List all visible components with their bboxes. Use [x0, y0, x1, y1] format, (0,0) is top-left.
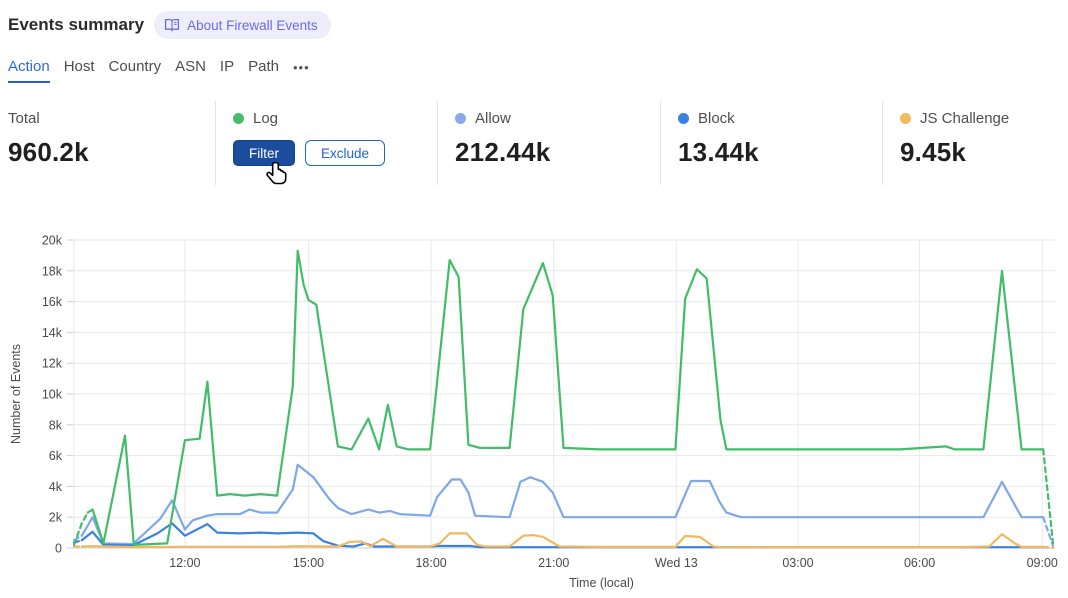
stat-value-allow: 212.44k	[455, 137, 551, 167]
stat-label: Total	[8, 109, 40, 127]
y-tick-label: 6k	[49, 449, 63, 463]
stat-label: Allow	[475, 109, 511, 127]
js-challenge-series-dot	[900, 112, 911, 124]
allow-line-tail-dashed	[1042, 516, 1055, 547]
y-tick-label: 10k	[42, 388, 63, 402]
x-tick-label: 15:00	[293, 556, 324, 570]
more-tabs-ellipsis-icon[interactable]: •••	[292, 60, 310, 75]
stat-card-js-challenge: JS Challenge 9.45k	[882, 101, 1068, 185]
y-tick-label: 0	[55, 542, 62, 556]
stats-row: Total 960.2k Log Filter Exclude Allow 21…	[0, 101, 1068, 185]
stat-card-allow: Allow 212.44k	[437, 101, 660, 185]
x-axis-title: Time (local)	[569, 576, 634, 590]
allow-line	[80, 463, 1045, 546]
tab-country[interactable]: Country	[108, 58, 162, 75]
chart-canvas[interactable]: 0 2k 4k 6k 8k 10k 12k 14k 16k 18k 20k 12:00 15:00 18:…	[0, 225, 1068, 598]
y-tick-label: 12k	[42, 357, 63, 371]
tab-host[interactable]: Host	[63, 58, 95, 75]
js-challenge-line	[80, 532, 1045, 549]
x-tick-label: 21:00	[538, 556, 569, 570]
filter-button[interactable]: Filter	[233, 140, 295, 166]
about-firewall-events-badge[interactable]: About Firewall Events	[154, 11, 331, 39]
x-tick-label: 09:00	[1027, 556, 1058, 570]
stat-card-block: Block 13.44k	[660, 101, 882, 185]
stat-card-log: Log Filter Exclude	[215, 101, 437, 185]
stat-value-block: 13.44k	[678, 137, 759, 167]
y-tick-label: 14k	[42, 326, 63, 340]
exclude-button[interactable]: Exclude	[305, 140, 386, 166]
y-tick-label: 4k	[49, 480, 63, 494]
x-tick-label: 06:00	[904, 556, 935, 570]
stat-value-total: 960.2k	[8, 137, 89, 167]
block-line	[80, 522, 1045, 549]
log-line-tail-dashed	[1042, 448, 1055, 545]
stat-label: Block	[698, 109, 735, 127]
y-tick-label: 20k	[42, 234, 63, 248]
open-book-icon	[165, 18, 180, 32]
allow-series-dot	[455, 112, 466, 124]
x-tick-label: 18:00	[415, 556, 446, 570]
tab-action[interactable]: Action	[8, 58, 50, 83]
tab-path[interactable]: Path	[248, 58, 279, 75]
x-tick-label: 12:00	[169, 556, 200, 570]
tab-ip[interactable]: IP	[219, 58, 235, 75]
log-series-dot	[233, 112, 244, 124]
y-tick-label: 16k	[42, 295, 63, 309]
events-time-series-chart: 0 2k 4k 6k 8k 10k 12k 14k 16k 18k 20k 12:00 15:00 18:…	[0, 225, 1068, 598]
log-line	[86, 249, 1045, 546]
stat-value-js-challenge: 9.45k	[900, 137, 967, 167]
x-tick-label: Wed 13	[655, 556, 698, 570]
block-series-dot	[678, 112, 689, 124]
tab-asn[interactable]: ASN	[175, 58, 206, 75]
stat-card-total: Total 960.2k	[0, 101, 215, 185]
y-axis-title: Number of Events	[9, 344, 23, 444]
header: Events summary About Firewall Events	[8, 11, 331, 39]
log-line-lead-dashed	[72, 511, 89, 546]
y-tick-label: 8k	[49, 418, 63, 432]
page-title: Events summary	[8, 15, 145, 34]
x-tick-label: 03:00	[782, 556, 813, 570]
js-challenge-line-tail-dashed	[1042, 545, 1055, 549]
badge-label: About Firewall Events	[187, 17, 318, 33]
y-tick-label: 18k	[42, 264, 63, 278]
group-by-tabs: Action Host Country ASN IP Path •••	[8, 58, 310, 83]
stat-label: Log	[253, 109, 279, 127]
y-tick-label: 2k	[49, 511, 63, 525]
stat-label: JS Challenge	[920, 109, 1010, 127]
